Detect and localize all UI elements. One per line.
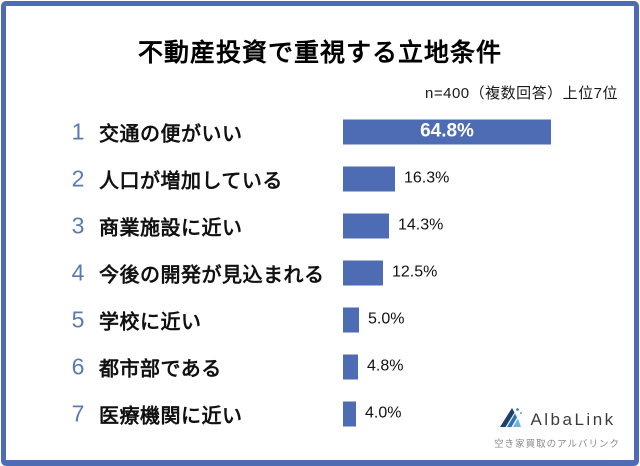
bar-area: 14.3%: [343, 213, 443, 238]
bar-area: 12.5%: [343, 260, 437, 285]
chart-note: n=400（複数回答）上位7位: [425, 85, 618, 102]
bar-area: 5.0%: [343, 307, 404, 332]
albalink-logo: AlbaLink 空き家買取のアルバリンク: [494, 406, 620, 450]
chart-row: 5 学校に近い 5.0%: [6, 296, 634, 343]
chart-row: 3 商業施設に近い 14.3%: [6, 202, 634, 249]
bar: [343, 260, 383, 285]
rank-number: 5: [71, 306, 85, 332]
rank-number: 3: [71, 212, 85, 238]
value-label: 5.0%: [368, 310, 405, 328]
value-label: 14.3%: [398, 216, 444, 234]
rank-number: 6: [71, 353, 85, 379]
bar: [343, 354, 358, 379]
rank-number: 4: [71, 259, 85, 285]
chart-row: 1 交通の便がいい 64.8%: [6, 108, 634, 155]
bar-area: 64.8%: [343, 119, 551, 144]
value-label: 4.0%: [365, 404, 402, 422]
logo-row: AlbaLink: [494, 406, 620, 433]
chart-row: 6 都市部である 4.8%: [6, 343, 634, 390]
value-label: 12.5%: [392, 263, 438, 281]
albalink-triangle-logo-icon: [498, 406, 524, 433]
chart-row: 7 医療機関に近い 4.0%: [6, 390, 634, 437]
value-label: 64.8%: [420, 120, 474, 142]
rank-number: 2: [71, 165, 85, 191]
value-label: 16.3%: [404, 169, 450, 187]
category-label: 商業施設に近い: [99, 217, 243, 239]
category-label: 医療機関に近い: [99, 405, 243, 427]
category-label: 人口が増加している: [99, 170, 283, 192]
bar: [343, 401, 356, 426]
bar-chart: 1 交通の便がいい 64.8% 2 人口が増加している 16.3% 3 商業施設…: [6, 108, 634, 437]
bar-area: 4.0%: [343, 401, 401, 426]
category-label: 交通の便がいい: [99, 123, 243, 145]
brand-name: AlbaLink: [530, 409, 616, 429]
bar-area: 4.8%: [343, 354, 403, 379]
chart-row: 2 人口が増加している 16.3%: [6, 155, 634, 202]
rank-number: 7: [71, 400, 85, 426]
chart-title: 不動産投資で重視する立地条件: [137, 39, 502, 67]
value-label: 4.8%: [367, 357, 404, 375]
rank-number: 1: [71, 118, 85, 144]
bar-area: 16.3%: [343, 166, 449, 191]
category-label: 学校に近い: [99, 311, 202, 333]
chart-row: 4 今後の開発が見込まれる 12.5%: [6, 249, 634, 296]
brand-tagline: 空き家買取のアルバリンク: [494, 439, 620, 450]
category-label: 今後の開発が見込まれる: [99, 264, 325, 286]
bar: [343, 166, 395, 191]
bar: [343, 307, 359, 332]
bar: [343, 213, 389, 238]
bar: 64.8%: [343, 119, 551, 144]
category-label: 都市部である: [99, 358, 222, 380]
